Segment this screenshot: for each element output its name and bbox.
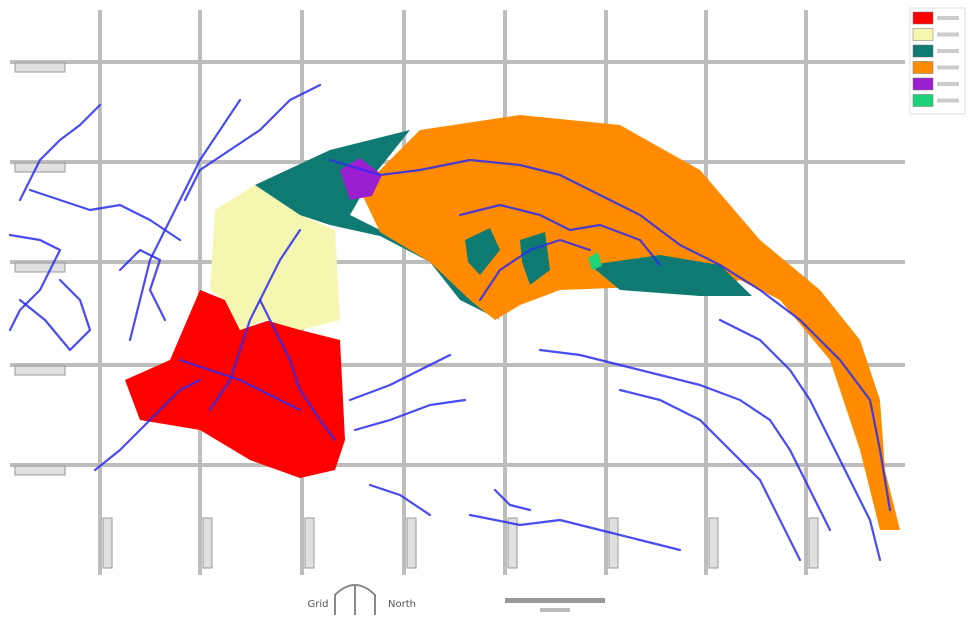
grid-label-box	[808, 517, 819, 569]
river	[208, 228, 302, 412]
rivers	[8, 83, 892, 562]
river	[93, 378, 202, 472]
grid-label-box	[14, 465, 66, 476]
river	[183, 83, 322, 202]
scale-bar	[540, 608, 570, 612]
zone	[360, 115, 900, 530]
grid-label-box	[14, 365, 66, 376]
scale-bar	[505, 598, 605, 612]
grid-label-box	[507, 517, 518, 569]
grid-label-box	[708, 517, 719, 569]
river	[128, 98, 242, 342]
river	[618, 388, 802, 562]
grid-label-box	[202, 517, 213, 569]
zone	[125, 290, 345, 478]
river	[328, 158, 892, 512]
river	[258, 298, 337, 442]
legend-swatch	[912, 61, 934, 74]
river	[28, 188, 182, 242]
zone	[588, 252, 602, 270]
legend-text-placeholder	[937, 82, 959, 86]
grid-label-box	[406, 517, 417, 569]
river	[368, 483, 432, 517]
north-arrow: Grid North	[308, 584, 416, 615]
zone	[465, 228, 500, 275]
river	[18, 278, 92, 352]
north-label: Grid	[308, 599, 329, 610]
river	[478, 238, 592, 302]
legend-swatch	[912, 44, 934, 58]
grid-label-box	[608, 517, 619, 569]
legend-text-placeholder	[937, 98, 959, 103]
legend-swatch	[912, 11, 934, 25]
north-label: North	[388, 599, 416, 610]
zone	[340, 158, 382, 200]
zones	[125, 115, 900, 530]
legend-swatch	[912, 28, 934, 41]
river	[538, 348, 832, 532]
legend	[909, 7, 966, 115]
grid-label-box	[14, 162, 66, 173]
river	[8, 233, 62, 332]
zone	[210, 185, 340, 330]
river	[458, 203, 662, 267]
river	[118, 248, 167, 322]
river	[718, 318, 882, 562]
river	[493, 488, 532, 512]
legend-text-placeholder	[937, 65, 959, 70]
legend-text-placeholder	[937, 16, 959, 20]
river	[178, 358, 302, 412]
grid-label-box	[14, 62, 66, 73]
legend-text-placeholder	[937, 32, 959, 37]
grid-label-box	[304, 517, 315, 569]
legend-swatch	[912, 77, 934, 91]
grid-label-box	[14, 262, 66, 273]
river	[353, 398, 467, 432]
zone	[255, 130, 500, 320]
river	[468, 513, 682, 552]
zone	[590, 255, 752, 296]
grid-label-box	[102, 517, 113, 569]
river	[348, 353, 452, 402]
river	[18, 103, 102, 202]
scale-bar	[505, 598, 605, 603]
legend-swatch	[912, 94, 934, 107]
legend-text-placeholder	[937, 49, 959, 53]
